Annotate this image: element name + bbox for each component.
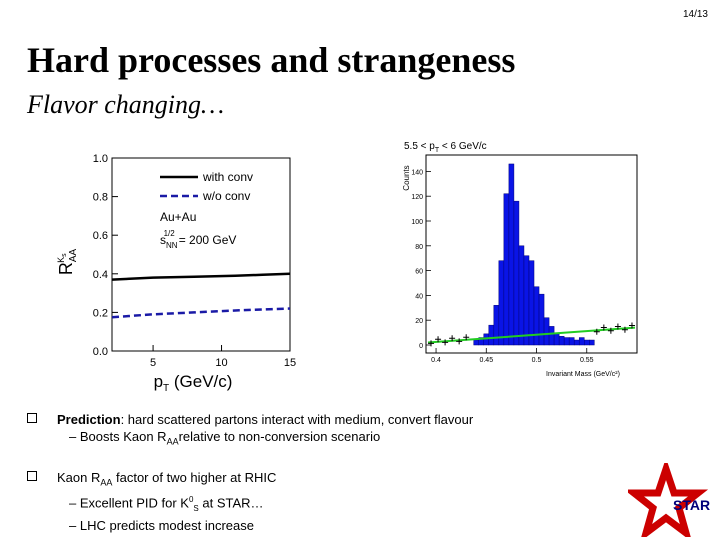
legend-label-wo-conv: w/o conv [202,189,250,203]
sub-text-end: at STAR… [198,495,264,511]
sub-bullet-lhc: – LHC predicts modest increase [57,517,473,534]
bullet-list: Prediction: hard scattered partons inter… [27,411,474,535]
raa-ytick-label: 0.2 [93,307,108,319]
bullet-box-icon [27,413,37,423]
raa-series [111,272,291,319]
raa-chart-frame [111,157,291,352]
raa-ytick-label: 0.8 [93,192,108,204]
raa-ytick-label: 0.4 [93,269,108,281]
raa-xlabel: pT (GeV/c) [154,372,233,394]
sub-sup: 0 [188,495,194,505]
sub-text: – Excellent PID for K [69,495,189,511]
raa-xtick-label: 5 [150,357,156,369]
slide-subtitle: Flavor changing… [27,90,225,119]
sub-text: – LHC predicts modest increase [69,518,254,534]
annotation-energy: sNN1/2 = 200 GeV [160,229,236,250]
raa-legend: with conv w/o conv [160,170,253,203]
bullet-subscript: AA [100,477,113,488]
raa-axes: 0.0 0.2 0.4 0.6 0.8 1.0 5 10 15 [93,153,296,369]
raa-ytick-label: 0.0 [93,346,108,358]
sub-subscript: AA [166,436,179,447]
bullet-box-icon [27,470,37,481]
raa-xtick-label: 10 [215,357,227,369]
raa-ylabel: RAAKs [56,249,79,276]
sub-bullet-boost: – Boosts Kaon RAArelative to non-convers… [57,428,473,451]
raa-xtick-label: 15 [284,357,296,369]
page-number: 14/13 [682,9,708,20]
bullet-text-end: factor of two higher at RHIC [112,469,277,485]
bullet-text: : hard scattered partons interact with m… [120,412,474,427]
annotation-collision: Au+Au [160,210,196,224]
raa-series-line-wo-conv [111,307,291,319]
raa-ytick-label: 1.0 [93,153,108,165]
raa-ytick-label: 0.6 [93,230,108,242]
bullet-item-prediction: Prediction: hard scattered partons inter… [27,411,474,451]
bullet-bold: Prediction [57,412,121,427]
star-logo-text: STAR [673,497,710,513]
sub-subscript: S [193,504,199,514]
sub-text-end: relative to non-conversion scenario [178,429,381,444]
star-logo-icon: STAR [628,463,710,537]
legend-label-with-conv: with conv [202,170,253,184]
slide-title: Hard processes and strangeness [27,40,516,80]
bullet-item-kaon: Kaon RAA factor of two higher at RHIC – … [27,469,473,535]
bullet-text: Kaon R [57,469,101,485]
raa-series-line-with-conv [111,272,291,281]
sub-bullet-pid: – Excellent PID for K0S at STAR… [57,491,473,517]
sub-text: – Boosts Kaon R [69,429,167,444]
